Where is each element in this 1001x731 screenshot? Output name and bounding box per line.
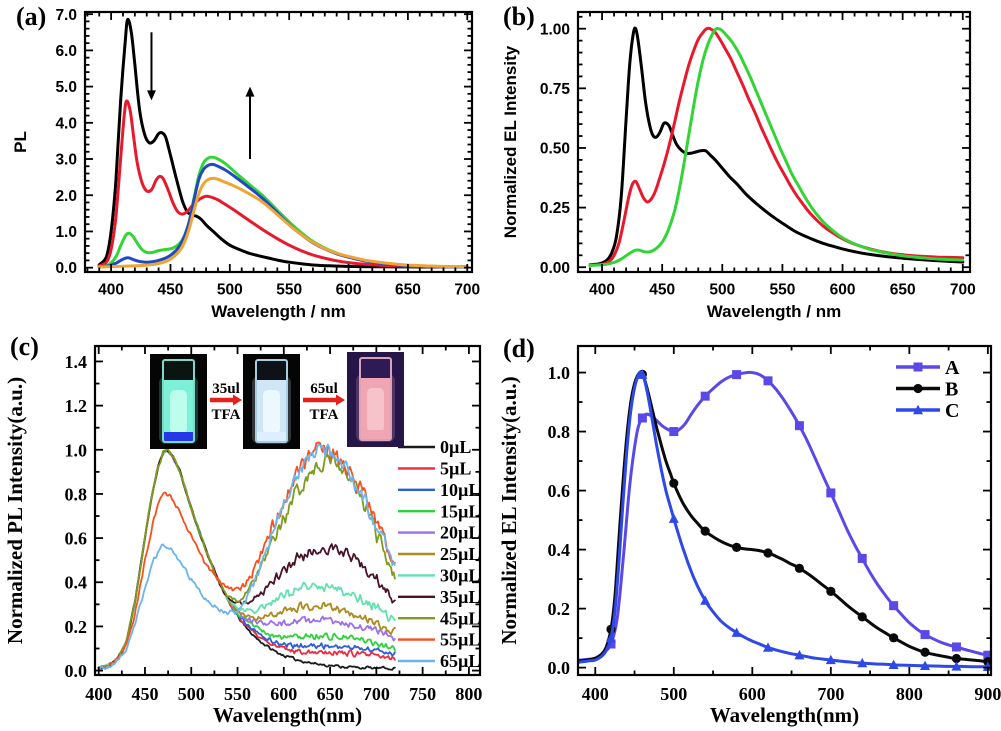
svg-text:0.2: 0.2: [548, 599, 571, 619]
svg-text:C: C: [945, 400, 959, 422]
svg-text:500: 500: [709, 282, 735, 299]
svg-text:0.6: 0.6: [65, 529, 88, 549]
svg-text:0.8: 0.8: [65, 484, 88, 504]
svg-text:700: 700: [363, 684, 390, 704]
svg-text:0.2: 0.2: [65, 617, 88, 637]
panel-d-label: (d): [503, 334, 535, 363]
svg-text:400: 400: [85, 684, 112, 704]
svg-text:1.4: 1.4: [65, 352, 88, 372]
svg-text:450: 450: [158, 282, 184, 299]
svg-text:1.0: 1.0: [65, 440, 88, 460]
svg-text:550: 550: [224, 684, 251, 704]
svg-text:550: 550: [276, 282, 302, 299]
svg-text:0.4: 0.4: [65, 573, 88, 593]
svg-text:B: B: [945, 378, 958, 400]
svg-text:6.0: 6.0: [55, 43, 77, 60]
svg-text:45µL: 45µL: [440, 608, 480, 628]
svg-text:7.0: 7.0: [55, 7, 77, 24]
svg-text:600: 600: [739, 684, 766, 704]
svg-text:Normalized EL Intensity: Normalized EL Intensity: [501, 45, 520, 238]
panel-b-plot: 400 450 500 550 600 650 700 0.00 0.25 0.50 0.75 1.0…: [501, 10, 976, 321]
svg-text:TFA: TFA: [212, 407, 241, 423]
svg-text:600: 600: [830, 282, 856, 299]
svg-text:650: 650: [395, 282, 421, 299]
svg-text:Wavelength(nm): Wavelength(nm): [710, 703, 859, 727]
svg-text:55µL: 55µL: [440, 630, 480, 650]
svg-text:65ul: 65ul: [310, 381, 338, 397]
svg-text:400: 400: [582, 684, 609, 704]
svg-text:450: 450: [649, 282, 675, 299]
svg-text:Normalized EL Intensity(a.u.): Normalized EL Intensity(a.u.): [500, 376, 521, 644]
svg-text:0.00: 0.00: [540, 260, 570, 277]
svg-text:0.0: 0.0: [548, 658, 571, 678]
svg-text:5µL: 5µL: [440, 459, 471, 479]
svg-text:600: 600: [270, 684, 297, 704]
svg-text:2.0: 2.0: [55, 188, 77, 205]
panel-c-label: (c): [10, 332, 39, 361]
svg-text:35ul: 35ul: [212, 381, 240, 397]
svg-text:0.4: 0.4: [548, 540, 571, 560]
svg-text:1.2: 1.2: [65, 396, 88, 416]
svg-text:700: 700: [950, 282, 976, 299]
svg-text:400: 400: [98, 282, 124, 299]
svg-text:700: 700: [454, 282, 480, 299]
svg-text:0µL: 0µL: [440, 437, 471, 457]
svg-text:600: 600: [336, 282, 362, 299]
panel-d-plot: 400 500 600 700 800 900 0.0 0.2 0.4 0.6 0.8 1.0 Wave…: [500, 344, 1001, 727]
panel-a-label: (a): [16, 2, 47, 31]
svg-text:750: 750: [409, 684, 436, 704]
svg-text:Wavelength(nm): Wavelength(nm): [213, 703, 362, 727]
svg-text:PL: PL: [11, 131, 30, 153]
svg-text:4.0: 4.0: [55, 115, 77, 132]
svg-text:Normalized PL Intensity(a.u.): Normalized PL Intensity(a.u.): [3, 377, 27, 644]
svg-text:450: 450: [131, 684, 158, 704]
svg-text:Wavelength / nm: Wavelength / nm: [707, 302, 841, 321]
svg-text:800: 800: [896, 684, 923, 704]
svg-text:0.6: 0.6: [548, 481, 571, 501]
svg-text:500: 500: [660, 684, 687, 704]
svg-text:400: 400: [589, 282, 615, 299]
svg-text:20µL: 20µL: [440, 523, 480, 543]
svg-text:10µL: 10µL: [440, 480, 480, 500]
panel-a-plot: 400 450 500 550 600 650 700 0.0 1.0 2.0 3.0 4.0 5.0 6…: [11, 7, 480, 321]
svg-text:5.0: 5.0: [55, 79, 77, 96]
svg-text:500: 500: [178, 684, 205, 704]
svg-text:650: 650: [890, 282, 916, 299]
svg-text:800: 800: [455, 684, 482, 704]
svg-text:0.0: 0.0: [65, 661, 88, 681]
svg-text:35µL: 35µL: [440, 587, 480, 607]
svg-text:15µL: 15µL: [440, 501, 480, 521]
svg-text:TFA: TFA: [310, 407, 339, 423]
svg-text:A: A: [945, 357, 960, 379]
svg-text:65µL: 65µL: [440, 651, 480, 671]
svg-text:25µL: 25µL: [440, 544, 480, 564]
svg-text:1.0: 1.0: [55, 224, 77, 241]
svg-text:650: 650: [317, 684, 344, 704]
svg-text:700: 700: [817, 684, 844, 704]
svg-text:0.75: 0.75: [540, 81, 571, 98]
svg-text:30µL: 30µL: [440, 566, 480, 586]
svg-text:0.50: 0.50: [540, 141, 570, 158]
svg-text:Wavelength / nm: Wavelength / nm: [211, 302, 345, 321]
svg-text:550: 550: [769, 282, 795, 299]
svg-text:900: 900: [974, 684, 1001, 704]
svg-text:500: 500: [217, 282, 243, 299]
svg-text:1.0: 1.0: [548, 363, 571, 383]
svg-text:0.0: 0.0: [55, 260, 77, 277]
panel-b-label: (b): [503, 2, 535, 31]
svg-text:0.8: 0.8: [548, 422, 571, 442]
svg-text:3.0: 3.0: [55, 152, 77, 169]
svg-text:1.00: 1.00: [540, 21, 570, 38]
svg-text:0.25: 0.25: [540, 200, 571, 217]
panel-c-plot: 400 450 500 550 600 650 700 750 800 0.0 0.2 0.4 0.6 0…: [3, 344, 482, 727]
